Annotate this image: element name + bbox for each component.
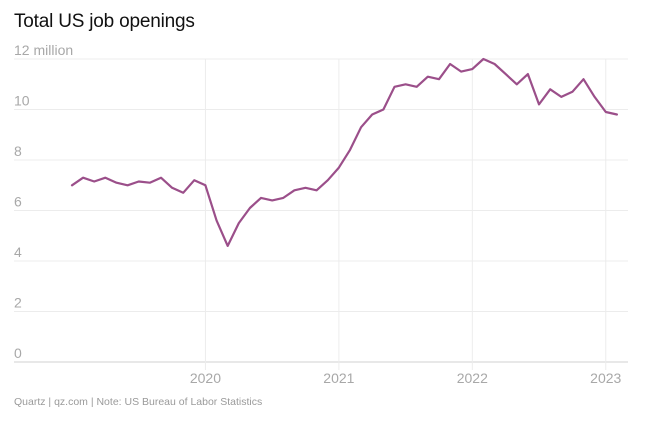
x-tick-label: 2023 bbox=[590, 370, 621, 386]
y-tick-label: 2 bbox=[14, 295, 22, 311]
y-tick-label: 8 bbox=[14, 143, 22, 159]
x-tick-label: 2022 bbox=[457, 370, 488, 386]
chart-title: Total US job openings bbox=[14, 11, 195, 32]
y-tick-label: 12 million bbox=[14, 42, 73, 58]
series-line bbox=[70, 57, 619, 247]
gridlines bbox=[14, 58, 628, 370]
source-footer: Quartz | qz.com | Note: US Bureau of Lab… bbox=[14, 396, 263, 408]
x-tick-label: 2021 bbox=[323, 370, 354, 386]
y-tick-label: 0 bbox=[14, 345, 22, 361]
series-layer bbox=[70, 57, 619, 247]
x-axis-ticks: 2020 2021 2022 2023 bbox=[190, 370, 622, 386]
y-tick-label: 6 bbox=[14, 194, 22, 210]
x-tick-label: 2020 bbox=[190, 370, 221, 386]
y-tick-label: 4 bbox=[14, 244, 22, 260]
y-axis-ticks: 0 2 4 6 8 10 12 million bbox=[14, 42, 73, 361]
y-tick-label: 10 bbox=[14, 93, 30, 109]
